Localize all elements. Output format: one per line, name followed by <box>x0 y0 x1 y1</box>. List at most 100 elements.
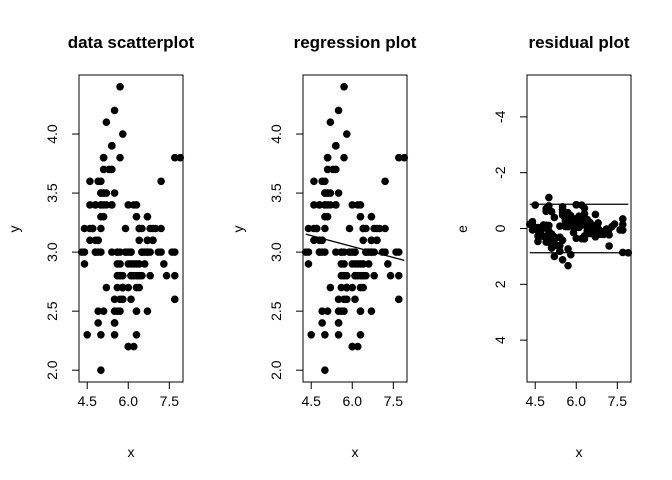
data-point <box>373 236 381 245</box>
data-point <box>367 212 376 221</box>
data-point <box>170 248 179 256</box>
data-point <box>605 231 613 239</box>
data-point <box>586 224 594 232</box>
data-point <box>110 307 119 315</box>
y-tick-label: 4 <box>492 336 508 344</box>
data-point <box>318 319 326 327</box>
x-tick-label: 7.5 <box>384 393 404 409</box>
data-point <box>353 201 362 209</box>
data-point <box>135 236 144 245</box>
data-point <box>146 271 154 280</box>
data-point <box>337 271 346 280</box>
data-point <box>566 214 575 223</box>
data-point <box>564 208 572 217</box>
data-point <box>146 224 154 233</box>
data-point <box>624 248 633 257</box>
data-point <box>132 260 141 268</box>
data-point <box>340 260 348 268</box>
data-points <box>301 83 409 374</box>
y-tick-label: 2.0 <box>44 360 60 380</box>
data-point <box>116 260 124 268</box>
data-point <box>326 189 335 197</box>
data-point <box>157 177 165 186</box>
data-point <box>108 201 116 209</box>
y-tick-label: -2 <box>492 166 508 179</box>
data-point <box>618 220 627 229</box>
data-point <box>97 224 105 233</box>
data-point <box>556 222 564 230</box>
data-point <box>124 283 133 292</box>
data-point <box>116 153 124 162</box>
data-point <box>91 248 100 256</box>
data-point <box>367 248 376 256</box>
data-point <box>381 248 389 256</box>
data-point <box>110 295 119 304</box>
data-point <box>102 118 111 127</box>
data-point <box>80 248 89 256</box>
data-point <box>342 271 351 280</box>
data-point <box>321 212 329 221</box>
data-point <box>345 224 354 233</box>
data-point <box>550 213 559 222</box>
x-axis: 4.5 6.0 7.5 <box>301 382 403 409</box>
x-axis-label: x <box>576 444 583 460</box>
data-points <box>77 83 185 374</box>
data-point <box>367 307 376 315</box>
data-point <box>618 248 627 257</box>
data-point <box>116 83 124 91</box>
x-tick-label: 6.0 <box>567 393 587 409</box>
data-point <box>304 224 313 233</box>
data-point <box>135 224 144 233</box>
x-tick-label: 6.0 <box>343 393 363 409</box>
data-point <box>334 189 343 197</box>
data-point <box>591 224 600 233</box>
plot-frame <box>302 74 408 383</box>
data-point <box>348 201 357 209</box>
data-point <box>558 236 567 245</box>
data-point <box>132 283 141 292</box>
data-point <box>345 248 354 256</box>
data-point <box>323 307 332 315</box>
data-point <box>332 201 340 209</box>
data-point <box>129 201 138 209</box>
data-point <box>556 247 564 256</box>
data-point <box>340 248 348 256</box>
data-point <box>160 260 168 268</box>
data-point <box>340 83 348 91</box>
data-point <box>132 212 141 221</box>
chart-title: regression plot <box>294 33 417 52</box>
data-point <box>124 260 133 268</box>
data-point <box>558 255 567 264</box>
data-point <box>91 201 100 209</box>
data-point <box>310 201 318 209</box>
data-point <box>569 223 578 231</box>
data-point <box>577 234 586 243</box>
data-point <box>370 271 378 280</box>
data-point <box>94 236 102 245</box>
data-point <box>334 319 343 327</box>
data-point <box>618 215 627 223</box>
data-point <box>356 260 365 268</box>
y-axis: -4 -2 0 2 4 <box>492 110 527 344</box>
data-point <box>116 307 124 315</box>
x-axis-label: x <box>128 444 135 460</box>
data-point <box>542 207 550 216</box>
data-point <box>138 248 146 256</box>
data-point <box>394 153 403 162</box>
data-point <box>86 236 94 245</box>
data-point <box>348 283 357 292</box>
data-point <box>323 153 332 162</box>
data-point <box>348 342 357 351</box>
data-point <box>304 248 313 256</box>
data-point <box>323 165 332 174</box>
data-point <box>157 224 165 233</box>
data-point <box>394 271 403 280</box>
data-point <box>127 295 135 304</box>
data-point <box>121 224 130 233</box>
data-point <box>162 271 171 280</box>
x-axis-label: x <box>352 444 359 460</box>
panel-regression-plot: regression plot 4.5 6.0 7.5 2.0 2.5 3.0 3.5 4.… <box>230 33 417 460</box>
y-tick-label: 2.0 <box>268 360 284 380</box>
x-tick-label: 7.5 <box>608 393 628 409</box>
y-tick-label: 3.0 <box>44 242 60 262</box>
